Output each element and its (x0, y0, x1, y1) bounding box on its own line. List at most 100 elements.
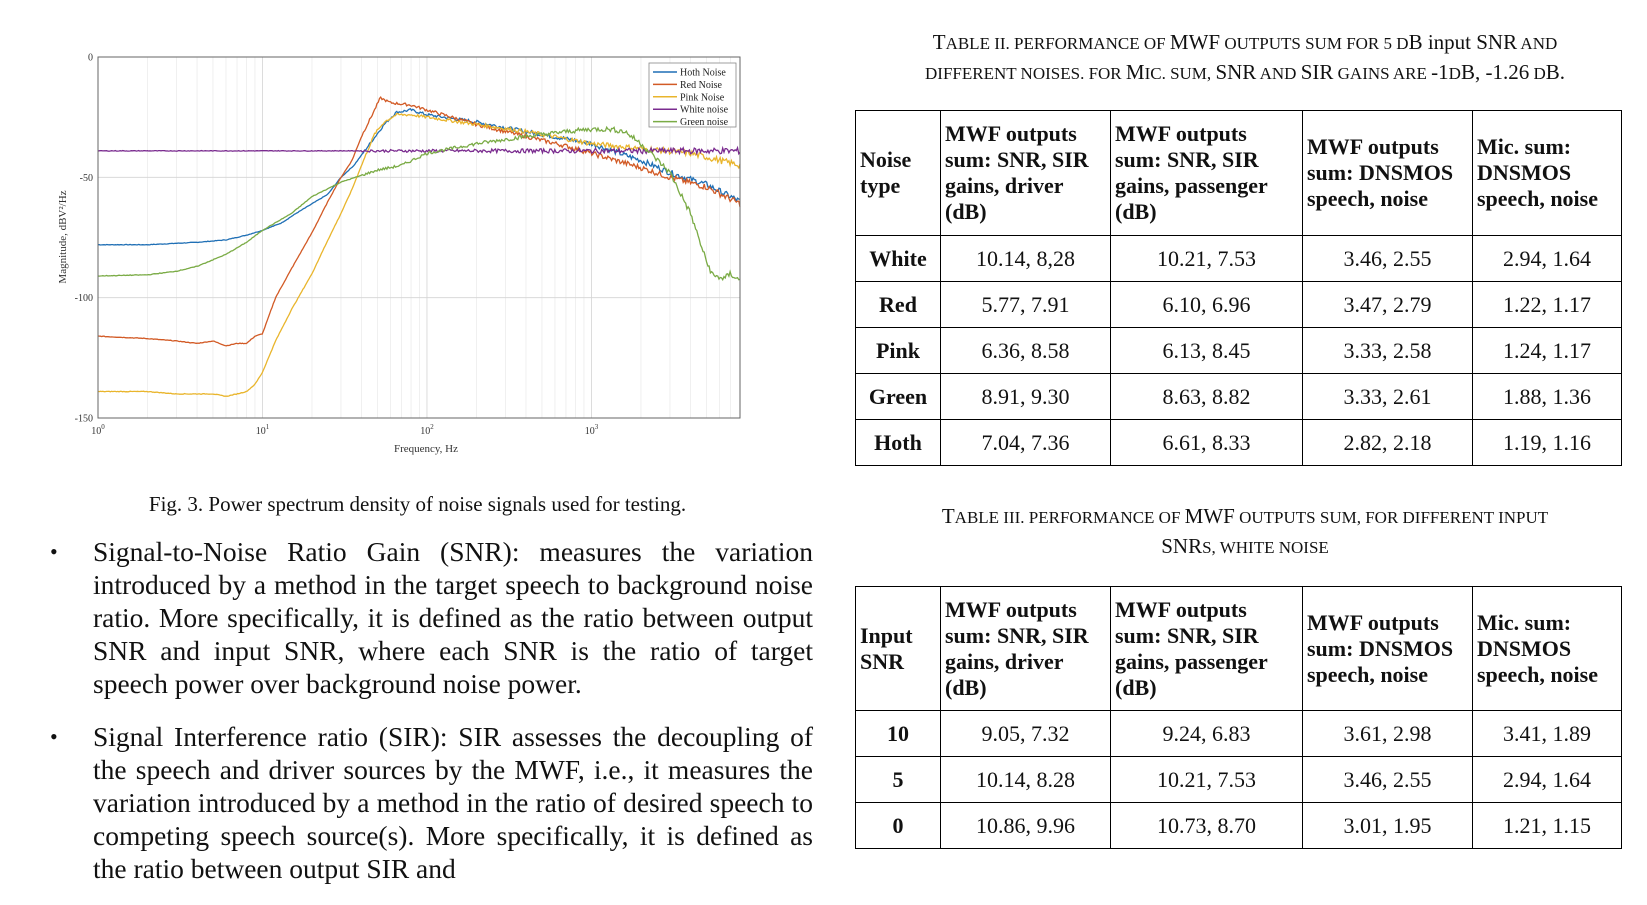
table3-caption: Table III. Performance of MWF outputs su… (941, 504, 1549, 558)
table-cell: 3.47, 2.79 (1302, 281, 1473, 328)
legend-label: Green noise (680, 117, 729, 128)
bullet-snr: • Signal-to-Noise Ratio Gain (SNR): meas… (45, 535, 813, 700)
bullet-sir: • Signal Interference ratio (SIR): SIR a… (45, 720, 813, 885)
table-cell: 5 (855, 756, 941, 803)
series-line (97, 112, 741, 397)
table-row: Green 8.91, 9.30 8.63, 8.82 3.33, 2.61 1… (855, 373, 1622, 420)
table-cell: 1.88, 1.36 (1472, 373, 1622, 420)
table-row: White 10.14, 8,28 10.21, 7.53 3.46, 2.55… (855, 235, 1622, 282)
table-cell: Green (855, 373, 941, 420)
table2-header: MWF outputs sum: SNR, SIR gains, driver … (940, 110, 1111, 236)
table3-header: Input SNR (855, 586, 941, 711)
table-row: 10 9.05, 7.32 9.24, 6.83 3.61, 2.98 3.41… (855, 710, 1622, 757)
table-cell: 1.22, 1.17 (1472, 281, 1622, 328)
table-cell: 10.73, 8.70 (1110, 802, 1303, 849)
table-cell: White (855, 235, 941, 282)
table2-header: MWF outputs sum: SNR, SIR gains, passeng… (1110, 110, 1303, 236)
table-cell: 10.21, 7.53 (1110, 235, 1303, 282)
table-row: Pink 6.36, 8.58 6.13, 8.45 3.33, 2.58 1.… (855, 327, 1622, 374)
table-cell: 9.24, 6.83 (1110, 710, 1303, 757)
table-cell: 10 (855, 710, 941, 757)
series-line (97, 95, 741, 347)
legend-label: Red Noise (680, 80, 723, 91)
table3-header: MWF outputs sum: SNR, SIR gains, driver … (940, 586, 1111, 711)
y-tick-label: -50 (80, 173, 93, 184)
table-cell: 7.04, 7.36 (940, 419, 1111, 466)
table-cell: Red (855, 281, 941, 328)
figure-caption: Fig. 3. Power spectrum density of noise … (148, 492, 687, 516)
psd-chart: 0-50-100-150 100 101 102 103 Frequency, Hz … (57, 53, 741, 455)
x-axis-label: Frequency, Hz (394, 443, 458, 455)
table3-header-row: Input SNR MWF outputs sum: SNR, SIR gain… (855, 586, 1622, 711)
table2: Noise type MWF outputs sum: SNR, SIR gai… (855, 110, 1622, 466)
table2-header: MWF outputs sum: DNSMOS speech, noise (1302, 110, 1473, 236)
x-tick-label: 103 (585, 423, 599, 437)
psd-figure: 0 -50 -100 -150 100 101 102 103 Frequency, Hz … (40, 45, 800, 485)
table-cell: 6.36, 8.58 (940, 327, 1111, 374)
series-line (98, 108, 741, 246)
table-cell: 6.61, 8.33 (1110, 419, 1303, 466)
bullet-list: • Signal-to-Noise Ratio Gain (SNR): meas… (45, 535, 813, 905)
x-tick-label: 100 (91, 423, 105, 437)
table-cell: 3.46, 2.55 (1302, 235, 1473, 282)
table2-header: Mic. sum: DNSMOS speech, noise (1472, 110, 1622, 236)
bullet-text: Signal-to-Noise Ratio Gain (SNR): measur… (93, 536, 813, 699)
table-cell: 1.19, 1.16 (1472, 419, 1622, 466)
table-row: 0 10.86, 9.96 10.73, 8.70 3.01, 1.95 1.2… (855, 802, 1622, 849)
table-cell: Hoth (855, 419, 941, 466)
bullet-dot: • (50, 539, 58, 564)
table-cell: 6.10, 6.96 (1110, 281, 1303, 328)
chart-grid (97, 56, 741, 419)
legend-label: White noise (680, 105, 729, 116)
table-cell: 1.24, 1.17 (1472, 327, 1622, 374)
series-line (97, 125, 741, 282)
y-axis-label: Magnitude, dBV²/Hz (57, 190, 69, 283)
table2-header: Noise type (855, 110, 941, 236)
table-cell: 2.94, 1.64 (1472, 756, 1622, 803)
table-cell: 1.21, 1.15 (1472, 802, 1622, 849)
table-cell: Pink (855, 327, 941, 374)
legend-box (648, 62, 737, 128)
table2-caption: Table II. Performance of MWF outputs sum… (925, 30, 1565, 84)
y-tick-label: -150 (75, 414, 93, 425)
table-cell: 10.86, 9.96 (940, 802, 1111, 849)
table-cell: 3.46, 2.55 (1302, 756, 1473, 803)
table-row: Red 5.77, 7.91 6.10, 6.96 3.47, 2.79 1.2… (855, 281, 1622, 328)
bullet-text: Signal Interference ratio (SIR): SIR ass… (93, 721, 813, 884)
table-cell: 3.33, 2.61 (1302, 373, 1473, 420)
table-cell: 3.01, 1.95 (1302, 802, 1473, 849)
table-cell: 6.13, 8.45 (1110, 327, 1303, 374)
table-cell: 5.77, 7.91 (940, 281, 1111, 328)
x-tick-labels: 100 101 102 103 (91, 423, 598, 437)
table3-header: MWF outputs sum: SNR, SIR gains, passeng… (1110, 586, 1303, 711)
table-cell: 2.94, 1.64 (1472, 235, 1622, 282)
legend-label: Pink Noise (680, 92, 725, 103)
table-cell: 8.63, 8.82 (1110, 373, 1303, 420)
table-cell: 3.41, 1.89 (1472, 710, 1622, 757)
plot-frame (97, 56, 741, 419)
table-cell: 9.05, 7.32 (940, 710, 1111, 757)
table-cell: 8.91, 9.30 (940, 373, 1111, 420)
table-cell: 10.14, 8.28 (940, 756, 1111, 803)
table3-header: MWF outputs sum: DNSMOS speech, noise (1302, 586, 1473, 711)
table-cell: 0 (855, 802, 941, 849)
table3-header: Mic. sum: DNSMOS speech, noise (1472, 586, 1622, 711)
table-cell: 10.14, 8,28 (940, 235, 1111, 282)
legend-label: Hoth Noise (680, 68, 726, 79)
table2-header-row: Noise type MWF outputs sum: SNR, SIR gai… (855, 110, 1622, 236)
table-cell: 3.61, 2.98 (1302, 710, 1473, 757)
table-row: Hoth 7.04, 7.36 6.61, 8.33 2.82, 2.18 1.… (855, 419, 1622, 466)
x-tick-label: 102 (420, 423, 434, 437)
table-cell: 10.21, 7.53 (1110, 756, 1303, 803)
x-tick-label: 101 (256, 423, 270, 437)
chart-series (97, 95, 741, 397)
table-cell: 2.82, 2.18 (1302, 419, 1473, 466)
bullet-dot: • (50, 724, 58, 749)
y-tick-label: 0 (88, 53, 93, 64)
series-line (97, 145, 741, 156)
table-row: 5 10.14, 8.28 10.21, 7.53 3.46, 2.55 2.9… (855, 756, 1622, 803)
y-tick-labels: 0 -50 -100 -150 (75, 53, 93, 425)
table3: Input SNR MWF outputs sum: SNR, SIR gain… (855, 586, 1622, 849)
y-tick-label: -100 (75, 293, 93, 304)
